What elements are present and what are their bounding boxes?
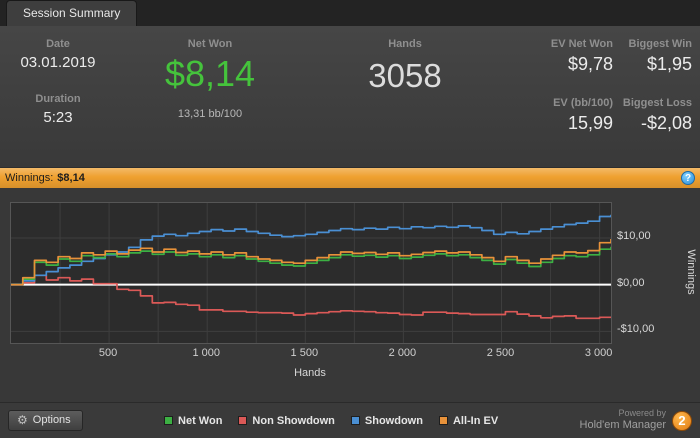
winnings-bar: Winnings: $8,14 ? [0,168,700,188]
duration-value: 5:23 [43,109,73,126]
column-ev: EV Net Won $9,78 EV (bb/100) 15,99 [455,26,613,134]
x-tick-label: 1 000 [192,347,220,359]
x-axis-title: Hands [294,367,326,379]
ev-bb100-value: 15,99 [567,113,613,133]
chart-legend: Net Won Non Showdown Showdown All-In EV [83,415,580,427]
powered-by-text: Powered by [618,408,666,418]
ev-net-won-value: $9,78 [567,54,613,74]
biggest-win-label: Biggest Win [628,38,692,50]
hands-label: Hands [388,38,422,50]
legend-item-net-won: Net Won [164,415,222,427]
x-tick-label: 1 500 [290,347,319,359]
legend-item-non-showdown: Non Showdown [238,414,335,427]
brand-name: Hold'em Manager [579,419,666,432]
y-axis-title: Winnings [685,249,697,295]
winnings-chart: Winnings Hands $10,00 $0,00 -$10,00 500 1 00… [0,188,700,402]
series-non-showdown [11,274,611,320]
gear-icon: ⚙ [17,413,28,427]
legend-label: All-In EV [452,414,499,427]
x-tick-label: 2 500 [486,347,515,359]
column-date-duration: Date 03.01.2019 Duration 5:23 [8,26,108,126]
biggest-loss-label: Biggest Loss [622,97,692,109]
column-hands: Hands 3058 [330,26,480,94]
date-value: 03.01.2019 [20,54,96,71]
net-won-label: Net Won [187,38,233,50]
legend-swatch-icon [438,416,448,425]
hands-value: 3058 [368,57,442,94]
help-icon[interactable]: ? [681,171,695,185]
legend-item-showdown: Showdown [350,414,423,427]
legend-label: Net Won [178,414,223,427]
chart-plot-area[interactable] [10,202,612,344]
biggest-loss-value: -$2,08 [640,113,692,133]
legend-item-all-in-ev: All-In EV [438,414,499,427]
options-button[interactable]: ⚙ Options [8,410,83,431]
series-showdown [11,214,611,286]
legend-swatch-icon [350,416,360,425]
x-tick-label: 3 000 [584,347,613,359]
powered-by-block: Powered by Hold'em Manager [580,408,666,433]
legend-label: Non Showdown [252,414,335,427]
net-won-bb100: 13,31 bb/100 [177,107,243,120]
duration-label: Duration [35,93,81,105]
column-biggest: Biggest Win $1,95 Biggest Loss -$2,08 [620,26,692,134]
tab-bar: Session Summary [0,0,700,26]
x-tick-label: 500 [98,347,118,359]
ev-bb100-label: EV (bb/100) [553,97,613,109]
net-won-value: $8,14 [164,53,256,94]
options-button-label: Options [32,414,71,426]
footer-bar: ⚙ Options Net Won Non Showdown Showdown All… [0,402,700,438]
y-tick-label: -$10,00 [617,323,655,336]
winnings-bar-value: $8,14 [57,172,85,184]
winnings-bar-label: Winnings: [5,172,54,184]
series-all-in-ev [11,239,611,286]
legend-swatch-icon [238,416,248,425]
ev-net-won-label: EV Net Won [550,38,613,50]
legend-label: Showdown [364,414,423,427]
x-tick-label: 2 000 [388,347,417,359]
tab-session-summary[interactable]: Session Summary [6,0,138,26]
hm2-logo-icon: 2 [672,410,692,431]
biggest-win-value: $1,95 [646,54,692,74]
column-net-won: Net Won $8,14 13,31 bb/100 [130,26,290,120]
legend-swatch-icon [164,416,174,425]
date-label: Date [46,38,70,50]
y-tick-label: $10,00 [617,230,651,242]
chart-canvas [11,203,611,343]
series-net-won [11,246,611,286]
y-tick-label: $0,00 [617,276,645,289]
stats-header: Date 03.01.2019 Duration 5:23 Net Won $8… [0,26,700,168]
